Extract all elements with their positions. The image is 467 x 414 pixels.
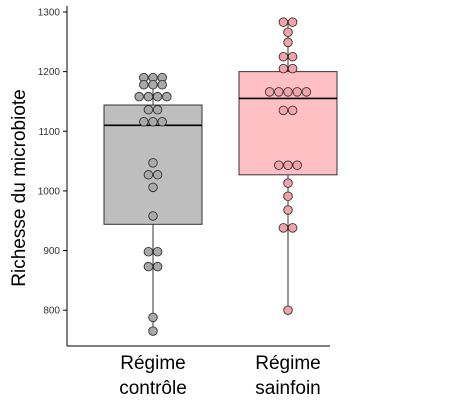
- y-axis-label: Richesse du microbiote: [9, 89, 30, 286]
- group-control: [103, 72, 203, 336]
- data-point: [278, 17, 289, 27]
- y-tick-label: 1100: [38, 127, 60, 138]
- data-point: [283, 178, 293, 188]
- data-point: [283, 305, 293, 315]
- data-point: [157, 116, 167, 127]
- data-point: [143, 170, 154, 180]
- data-point: [274, 160, 284, 171]
- data-point: [283, 191, 293, 202]
- data-point: [152, 91, 163, 102]
- groups: [103, 17, 338, 336]
- data-point: [278, 105, 289, 116]
- data-point: [278, 63, 289, 74]
- category-labels: Régime contrôle Régime sainfoin: [119, 353, 321, 399]
- data-point: [287, 105, 298, 116]
- data-point: [287, 51, 298, 62]
- data-point: [301, 87, 312, 97]
- data-point: [134, 91, 144, 102]
- y-tick-label: 1300: [38, 7, 61, 18]
- category-label: sainfoin: [255, 378, 321, 399]
- y-tick-label: 1200: [38, 67, 61, 78]
- data-point: [157, 79, 167, 90]
- data-point: [152, 105, 163, 115]
- data-point: [283, 27, 293, 37]
- data-point: [148, 326, 158, 336]
- y-axis: 800 900 1000 1100 1200 1300: [38, 6, 68, 346]
- data-point: [287, 17, 298, 27]
- data-point: [278, 223, 289, 233]
- data-point: [143, 105, 154, 115]
- data-point: [283, 205, 293, 215]
- data-point: [143, 247, 154, 257]
- data-point: [292, 160, 302, 171]
- data-point: [148, 182, 158, 193]
- data-point: [139, 79, 149, 90]
- data-point: [162, 91, 172, 102]
- data-point: [148, 211, 158, 221]
- data-point: [283, 87, 293, 97]
- data-point: [292, 87, 302, 97]
- data-point: [143, 91, 154, 102]
- data-point: [143, 261, 154, 272]
- y-ticks: 800 900 1000 1100 1200 1300: [38, 7, 67, 317]
- category-label: Régime: [120, 353, 185, 374]
- data-point: [148, 116, 158, 127]
- data-point: [278, 51, 289, 62]
- data-point: [287, 63, 298, 74]
- data-point: [283, 160, 293, 171]
- category-label: Régime: [255, 353, 320, 374]
- data-point: [139, 116, 149, 127]
- data-point: [287, 223, 298, 233]
- data-point: [283, 37, 293, 48]
- data-point: [152, 170, 163, 180]
- data-point: [148, 312, 158, 323]
- data-point: [152, 261, 163, 272]
- data-point: [274, 87, 284, 97]
- group-sainfoin: [238, 17, 338, 315]
- y-tick-label: 800: [43, 306, 60, 317]
- data-point: [264, 87, 275, 97]
- y-tick-label: 1000: [38, 186, 61, 197]
- y-tick-label: 900: [43, 246, 60, 257]
- data-point: [152, 247, 163, 257]
- category-label: contrôle: [119, 378, 187, 399]
- data-point: [148, 79, 158, 90]
- data-point: [148, 158, 158, 168]
- box: [238, 71, 338, 176]
